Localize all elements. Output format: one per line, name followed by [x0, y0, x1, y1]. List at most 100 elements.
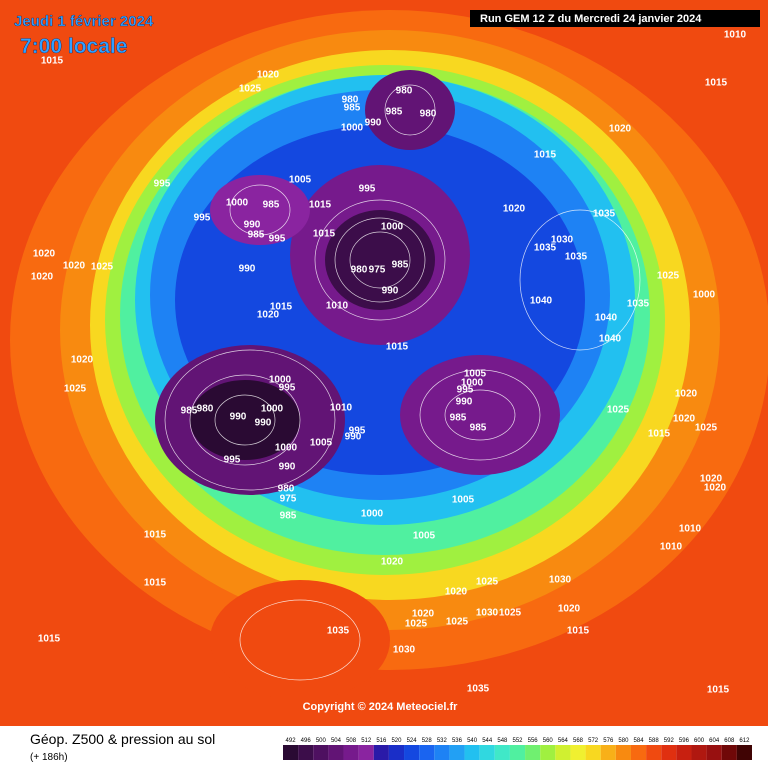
- colorbar-swatch: [570, 745, 586, 760]
- colorbar-swatch: [721, 745, 737, 760]
- isobar-label: 1015: [386, 342, 409, 353]
- isobar-label: 1035: [467, 684, 490, 695]
- colorbar-label: 600: [694, 738, 705, 744]
- run-info: Run GEM 12 Z du Mercredi 24 janvier 2024: [480, 13, 702, 25]
- isobar-label: 1020: [558, 604, 581, 615]
- colorbar-label: 580: [618, 738, 629, 744]
- colorbar-swatch: [343, 745, 359, 760]
- isobar-label: 990: [244, 220, 261, 231]
- colorbar-swatch: [419, 745, 435, 760]
- isobar-label: 1040: [595, 313, 618, 324]
- colorbar-swatch: [646, 745, 662, 760]
- colorbar-label: 552: [512, 738, 523, 744]
- colorbar-label: 564: [558, 738, 569, 744]
- isobar-label: 1020: [445, 587, 468, 598]
- colorbar-label: 560: [543, 738, 554, 744]
- colorbar-swatch: [555, 745, 571, 760]
- isobar-label: 1005: [310, 438, 333, 449]
- isobar-label: 990: [279, 462, 296, 473]
- colorbar-swatch: [283, 745, 299, 760]
- colorbar-label: 568: [573, 738, 584, 744]
- colorbar-label: 612: [739, 738, 750, 744]
- isobar-label: 985: [181, 406, 198, 417]
- colorbar-swatch: [676, 745, 692, 760]
- isobar-label: 1025: [657, 271, 680, 282]
- isobar-label: 1025: [476, 577, 499, 588]
- isobar-label: 1020: [33, 249, 56, 260]
- isobar-label: 985: [386, 107, 403, 118]
- isobar-label: 1020: [609, 124, 632, 135]
- isobar-label: 1015: [144, 530, 167, 541]
- colorbar-swatch: [494, 745, 510, 760]
- isobar-label: 1005: [464, 369, 487, 380]
- colorbar-label: 508: [346, 738, 357, 744]
- colorbar-swatch: [358, 745, 374, 760]
- isobar-label: 1015: [707, 685, 730, 696]
- isobar-label: 1020: [412, 609, 435, 620]
- isobar-label: 1010: [326, 301, 349, 312]
- isobar-label: 1020: [71, 355, 94, 366]
- forecast-time: 7:00 locale: [20, 35, 127, 58]
- isobar-label: 990: [255, 418, 272, 429]
- isobar-label: 1025: [91, 262, 114, 273]
- run-box: [470, 10, 760, 27]
- isobar-label: 1040: [530, 296, 553, 307]
- isobar-label: 1015: [313, 229, 336, 240]
- isobar-label: 1015: [38, 634, 61, 645]
- isobar-label: 1020: [503, 204, 526, 215]
- colorbar-label: 528: [422, 738, 433, 744]
- colorbar-label: 500: [316, 738, 327, 744]
- isobar-label: 1015: [648, 429, 671, 440]
- isobar-label: 1025: [607, 405, 630, 416]
- colorbar-label: 532: [437, 738, 448, 744]
- isobar-label: 1020: [381, 557, 404, 568]
- colorbar-swatch: [388, 745, 405, 760]
- isobar-label: 1020: [257, 70, 280, 81]
- colorbar-label: 492: [286, 738, 297, 744]
- isobar-label: 1030: [476, 608, 499, 619]
- isobar-label: 1020: [31, 272, 54, 283]
- isobar-label: 1000: [226, 198, 249, 209]
- colorbar-swatch: [464, 745, 480, 760]
- colorbar-swatch: [404, 745, 420, 760]
- colorbar-swatch: [328, 745, 344, 760]
- isobar-label: 995: [154, 179, 171, 190]
- isobar-label: 1035: [593, 209, 616, 220]
- isobar-label: 1025: [239, 84, 262, 95]
- colorbar-label: 548: [497, 738, 508, 744]
- isobar-label: 1020: [704, 483, 727, 494]
- isobar-label: 1035: [565, 252, 588, 263]
- isobar-label: 1005: [452, 495, 475, 506]
- isobar-label: 1010: [330, 403, 353, 414]
- legend-title: Géop. Z500 & pression au sol: [30, 731, 215, 747]
- forecast-date: Jeudi 1 février 2024: [14, 13, 154, 30]
- isobar-label: 1000: [261, 404, 284, 415]
- isobar-label: 995: [269, 234, 286, 245]
- isobar-label: 1035: [534, 243, 557, 254]
- colorbar-label: 556: [528, 738, 539, 744]
- colorbar-swatch: [298, 745, 314, 760]
- colorbar-label: 592: [664, 738, 675, 744]
- colorbar-label: 608: [724, 738, 735, 744]
- isobar-label: 985: [248, 230, 265, 241]
- isobar-label: 1000: [341, 123, 364, 134]
- isobar-label: 980: [420, 109, 437, 120]
- isobar-label: 1000: [693, 290, 716, 301]
- colorbar-swatch: [509, 745, 526, 760]
- isobar-label: 985: [470, 423, 487, 434]
- isobar-label: 990: [365, 118, 382, 129]
- colorbar-swatch: [313, 745, 329, 760]
- isobar-label: 985: [263, 200, 280, 211]
- isobar-label: 980: [342, 95, 359, 106]
- isobar-label: 1020: [257, 310, 280, 321]
- isobar-label: 975: [280, 494, 297, 505]
- colorbar-label: 588: [649, 738, 660, 744]
- isobar-label: 980: [351, 265, 368, 276]
- isobar-label: 1005: [413, 531, 436, 542]
- isobar-label: 1000: [361, 509, 384, 520]
- legend-lead: (+ 186h): [30, 752, 68, 763]
- isobar-label: 1035: [327, 626, 350, 637]
- colorbar-swatch: [525, 745, 541, 760]
- isobar-label: 1015: [309, 200, 332, 211]
- colorbar: 492 496 500 504 508 512 516 520 524 528 532 536 540 5…: [283, 738, 752, 760]
